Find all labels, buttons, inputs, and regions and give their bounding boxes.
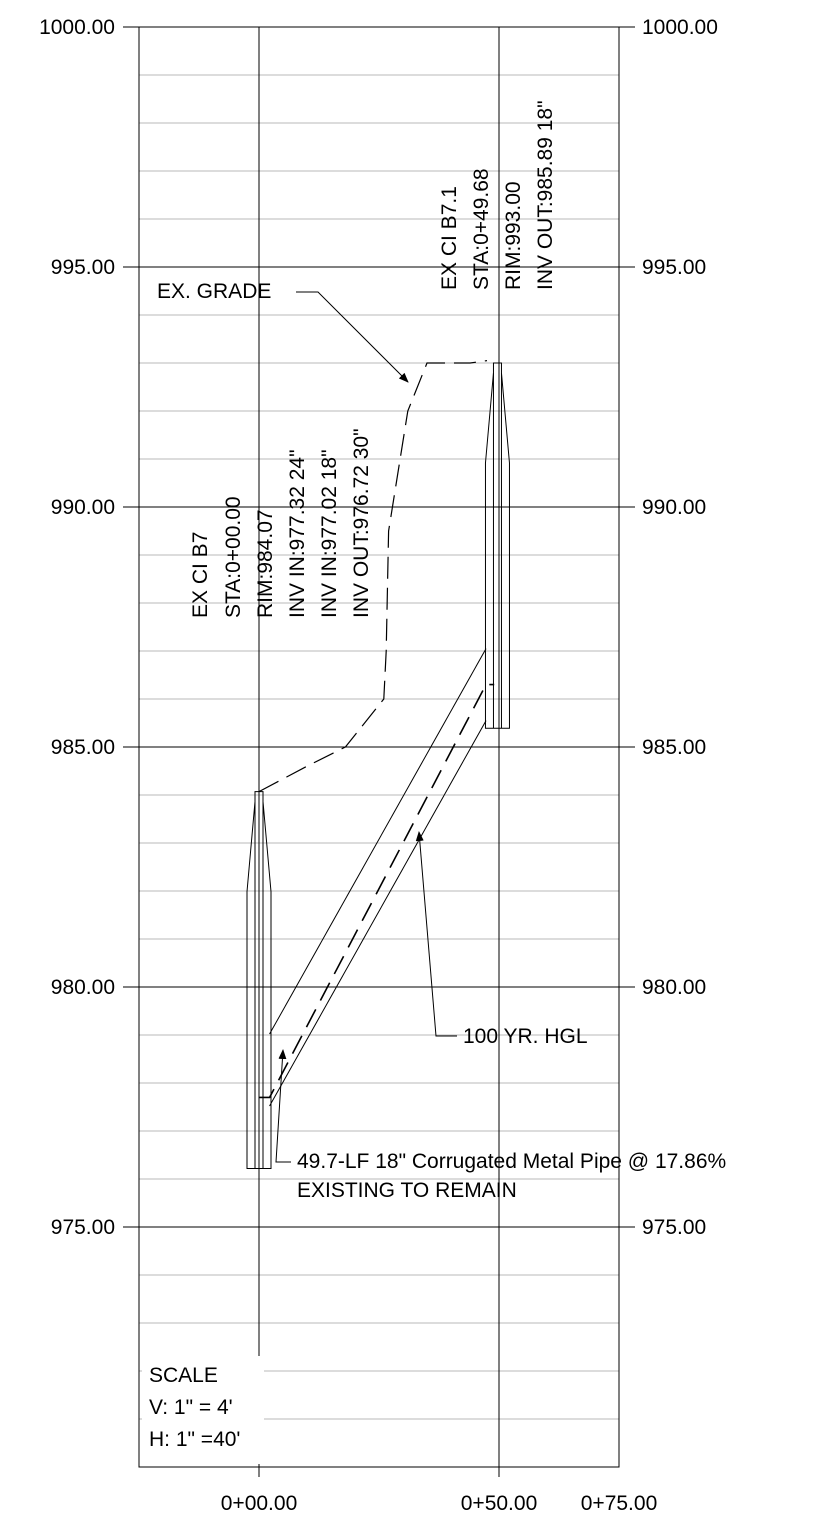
grid-lines xyxy=(123,26,635,1468)
structure-b7-1-line: EX CI B7.1 xyxy=(438,186,461,290)
structure-b7-line: INV IN:977.02 18" xyxy=(318,449,341,618)
scale-title: SCALE xyxy=(149,1364,218,1387)
elev-label-right: 990.00 xyxy=(642,496,706,519)
structure-b7-line: EX CI B7 xyxy=(189,532,212,618)
elev-label-left: 975.00 xyxy=(51,1216,115,1239)
elevation-labels-right: 1000.00 995.00 990.00 985.00 980.00 975.… xyxy=(642,16,718,1239)
structure-b7-line: INV IN:977.32 24" xyxy=(286,449,309,618)
elev-label-left: 1000.00 xyxy=(39,16,115,39)
structure-b7-line: RIM:984.07 xyxy=(254,509,277,618)
elev-label-right: 995.00 xyxy=(642,256,706,279)
structure-b7-labels: EX CI B7 STA:0+00.00 RIM:984.07 INV IN:9… xyxy=(189,428,373,618)
pipe-crown-line xyxy=(269,648,487,1035)
structure-b7-1 xyxy=(484,362,510,729)
structure-b7-1-line: STA:0+49.68 xyxy=(470,168,493,290)
pipe-callout: 49.7-LF 18" Corrugated Metal Pipe @ 17.8… xyxy=(275,1049,726,1202)
structure-b7-1-line: INV OUT:985.89 18" xyxy=(534,100,557,290)
scale-horizontal: H: 1" =40' xyxy=(149,1428,240,1451)
station-lines xyxy=(258,27,500,1477)
structure-outline xyxy=(246,791,272,1169)
elev-label-right: 975.00 xyxy=(642,1216,706,1239)
hgl-callout: 100 YR. HGL xyxy=(415,831,588,1048)
elev-label-right: 980.00 xyxy=(642,976,706,999)
structure-b7 xyxy=(246,791,272,1169)
elev-label-left: 990.00 xyxy=(51,496,115,519)
existing-grade-line xyxy=(258,360,488,793)
elevation-labels-left: 1000.00 995.00 990.00 985.00 980.00 975.… xyxy=(39,16,115,1239)
pipe-profile xyxy=(269,648,487,1107)
station-label: 0+50.00 xyxy=(461,1492,538,1515)
hgl-line xyxy=(259,683,495,1099)
elev-label-right: 1000.00 xyxy=(642,16,718,39)
ex-grade-leader xyxy=(296,291,409,383)
pipe-leader xyxy=(275,1049,291,1163)
ex-grade-label: EX. GRADE xyxy=(157,280,271,303)
station-label: 0+00.00 xyxy=(221,1492,298,1515)
structure-b7-line: INV OUT:976.72 30" xyxy=(350,428,373,618)
scale-note-bg xyxy=(142,1356,264,1464)
structure-b7-1-line: RIM:993.00 xyxy=(502,181,525,290)
structure-b7-line: STA:0+00.00 xyxy=(222,496,245,618)
hgl-leader xyxy=(415,831,457,1037)
elev-label-left: 980.00 xyxy=(51,976,115,999)
structure-outline xyxy=(484,362,510,729)
station-label: 0+75.00 xyxy=(581,1492,658,1515)
pipe-invert-line xyxy=(269,720,487,1107)
hgl-label: 100 YR. HGL xyxy=(463,1025,588,1048)
pipe-callout-line1: 49.7-LF 18" Corrugated Metal Pipe @ 17.8… xyxy=(297,1150,726,1173)
station-labels: 0+00.00 0+50.00 0+75.00 xyxy=(221,1492,658,1515)
ex-grade-callout: EX. GRADE xyxy=(157,280,409,383)
pipe-callout-line2: EXISTING TO REMAIN xyxy=(297,1179,517,1202)
elev-label-left: 995.00 xyxy=(51,256,115,279)
structure-b7-1-labels: EX CI B7.1 STA:0+49.68 RIM:993.00 INV OU… xyxy=(438,100,557,290)
scale-vertical: V: 1" = 4' xyxy=(149,1396,233,1419)
scale-note: SCALE V: 1" = 4' H: 1" =40' xyxy=(149,1364,240,1451)
elev-label-right: 985.00 xyxy=(642,736,706,759)
elev-label-left: 985.00 xyxy=(51,736,115,759)
